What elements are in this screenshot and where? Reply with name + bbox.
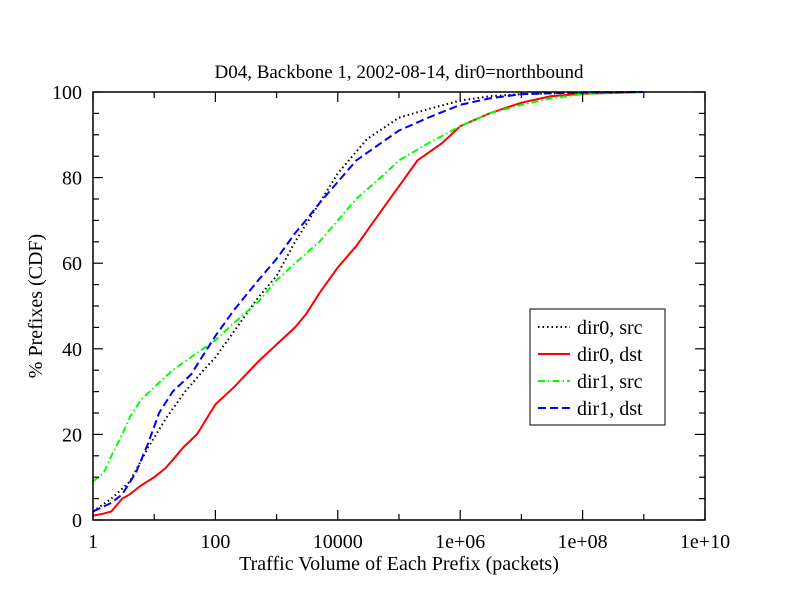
legend-label: dir0, dst bbox=[577, 344, 643, 366]
x-tick-label: 1 bbox=[88, 531, 98, 553]
x-tick-label: 1e+06 bbox=[435, 531, 485, 553]
x-tick-label: 1e+10 bbox=[680, 531, 730, 553]
series-line-4 bbox=[92, 91, 644, 513]
legend-box bbox=[529, 308, 666, 426]
x-tick-label: 10000 bbox=[313, 531, 363, 553]
legend: dir0, src dir0, dst dir1, src dir1, dst bbox=[529, 308, 666, 426]
x-tick-label: 100 bbox=[200, 531, 230, 553]
axes: 1 100 10000 1e+06 1e+08 1e+10 0 20 40 60 80 100 bbox=[52, 82, 730, 553]
plot-area bbox=[92, 91, 644, 517]
y-tick-label: 80 bbox=[62, 168, 82, 190]
x-axis-label: Traffic Volume of Each Prefix (packets) bbox=[239, 553, 559, 575]
y-tick-label: 40 bbox=[62, 339, 82, 361]
series-line-1 bbox=[92, 91, 644, 513]
legend-label: dir1, dst bbox=[577, 398, 643, 420]
legend-label: dir0, src bbox=[577, 317, 643, 339]
y-tick-label: 100 bbox=[52, 82, 82, 104]
legend-label: dir1, src bbox=[577, 371, 643, 393]
y-tick-label: 0 bbox=[72, 510, 82, 532]
x-tick-label: 1e+08 bbox=[558, 531, 608, 553]
y-axis-label: % Prefixes (CDF) bbox=[25, 234, 47, 378]
y-tick-label: 60 bbox=[62, 253, 82, 275]
chart-title: D04, Backbone 1, 2002-08-14, dir0=northb… bbox=[214, 62, 584, 83]
series-line-3 bbox=[92, 91, 644, 483]
y-tick-label: 20 bbox=[62, 424, 82, 446]
